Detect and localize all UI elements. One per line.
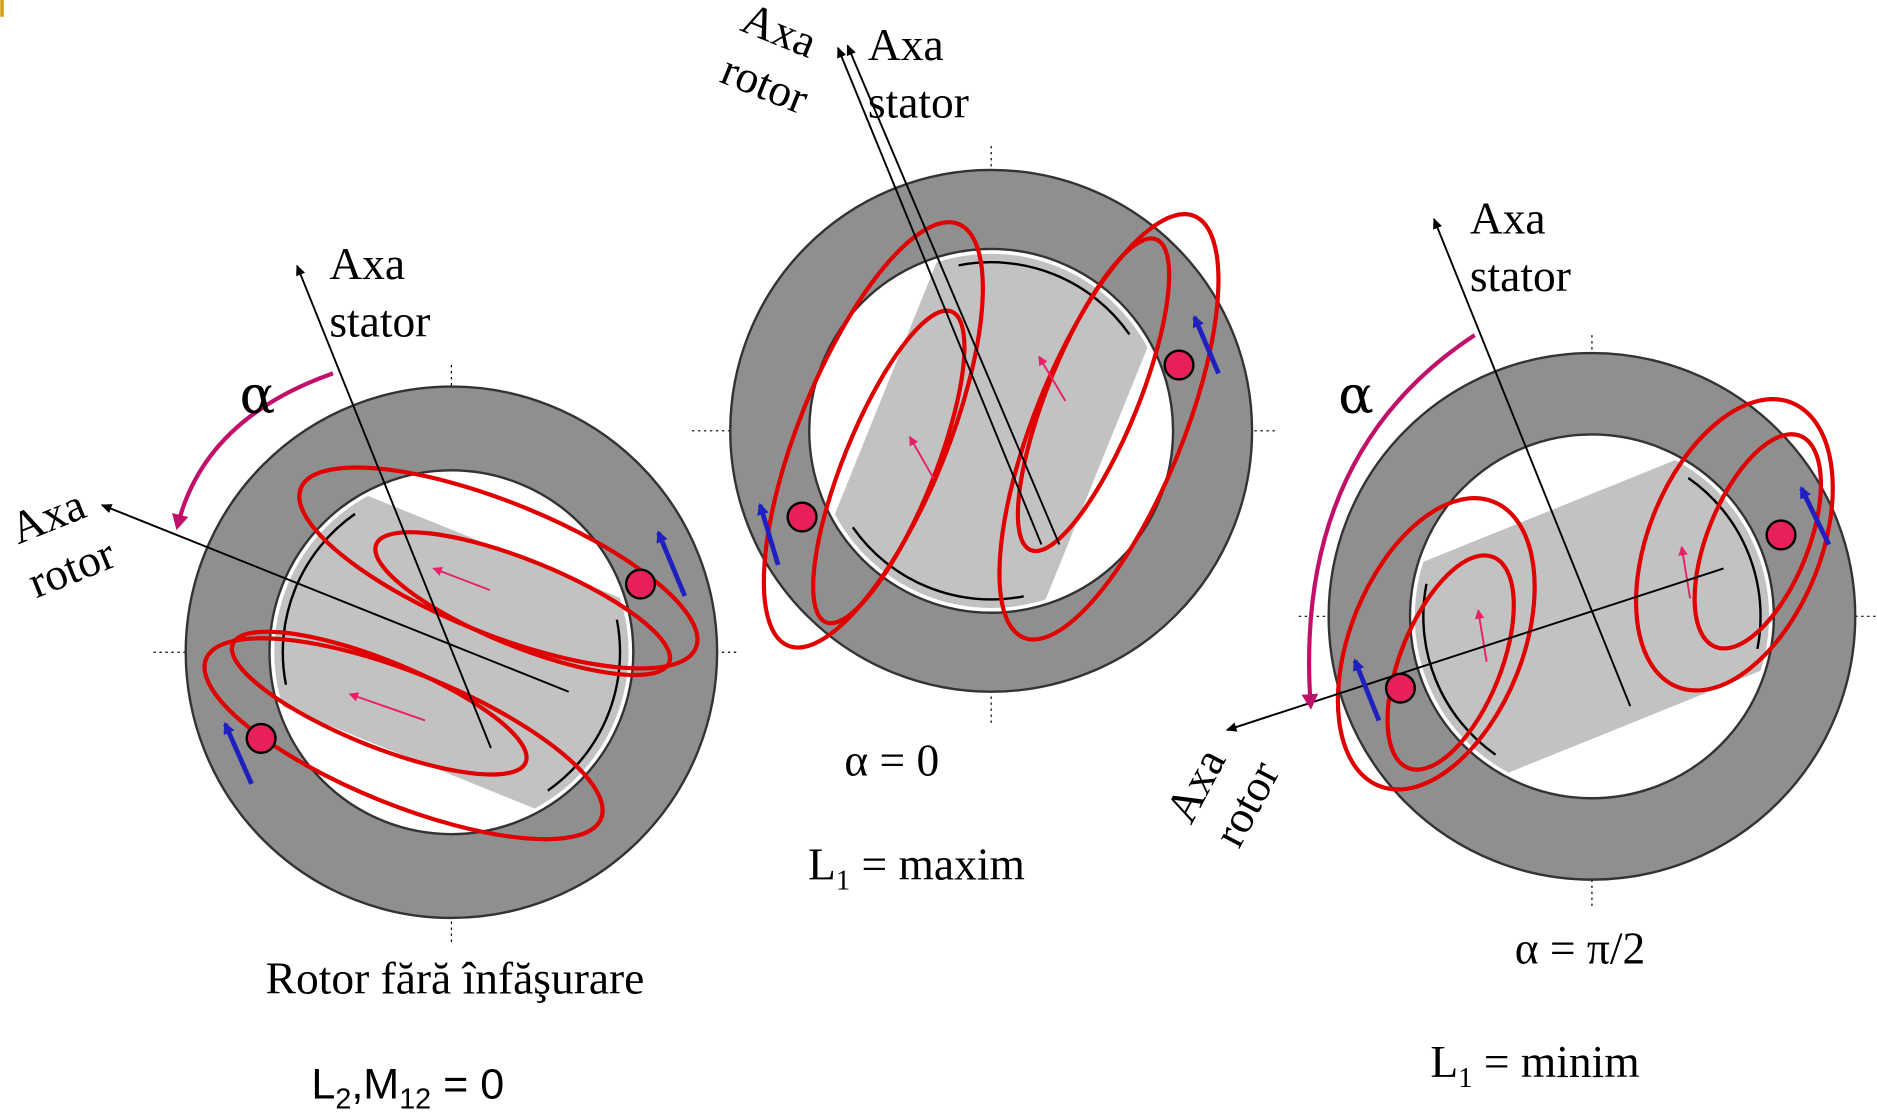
label: stator xyxy=(329,295,430,346)
label-part: L xyxy=(808,839,836,890)
circle-shape xyxy=(626,570,655,599)
label-part: = maxim xyxy=(850,839,1025,890)
group xyxy=(181,387,720,918)
label: stator xyxy=(868,76,969,127)
label: α xyxy=(240,365,276,426)
circle-shape xyxy=(1386,674,1415,703)
label: α = 0 xyxy=(844,735,939,786)
label: L1 = minim xyxy=(1430,1036,1639,1094)
group xyxy=(719,107,1263,754)
label: L1 = maxim xyxy=(808,839,1025,897)
shape xyxy=(0,0,4,17)
label: α xyxy=(1338,365,1374,426)
label: Axa xyxy=(329,238,405,289)
diagram: Axa stator α Axa rotor Rotor fără înfăşu… xyxy=(0,0,1877,1113)
circle-shape xyxy=(1165,351,1194,380)
page: {"diagrams": [ {"stator_axis": ["Axa", "… xyxy=(0,0,1877,1113)
label: Axa xyxy=(1470,192,1546,243)
circle-shape xyxy=(788,503,817,532)
circle-shape xyxy=(247,724,276,753)
label-part: 2 xyxy=(335,1083,351,1113)
label-part: ,M xyxy=(351,1061,399,1109)
label: Axa xyxy=(868,19,944,70)
label-part: L xyxy=(1430,1036,1458,1087)
label: L2,M12 = 0 xyxy=(311,1061,504,1113)
machine-1: Axa stator α Axa rotor Rotor fără înfăşu… xyxy=(3,238,736,1113)
label-part: 12 xyxy=(399,1083,431,1113)
label-part: 1 xyxy=(1458,1062,1472,1094)
label-part: = 0 xyxy=(431,1061,504,1109)
circle-shape xyxy=(1767,521,1796,550)
label-part: 1 xyxy=(836,864,850,896)
machine-3: Axa stator α Axa rotor α = π/2 L1 = mini… xyxy=(1155,192,1877,1093)
label: Rotor fără înfăşurare xyxy=(266,952,645,1003)
label-part: L xyxy=(311,1061,335,1109)
label: stator xyxy=(1470,250,1571,301)
label: α = π/2 xyxy=(1515,922,1646,973)
label-part: = minim xyxy=(1473,1036,1640,1087)
